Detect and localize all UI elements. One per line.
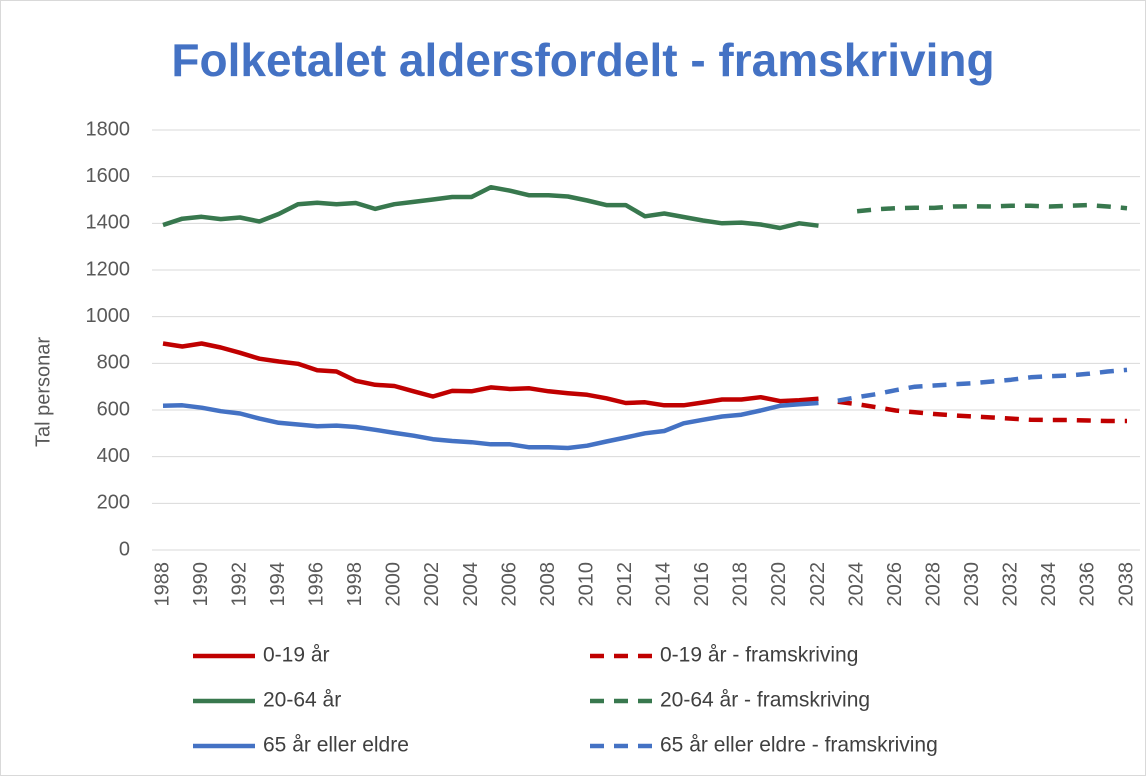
legend-label: 20-64 år - framskriving [660,689,870,712]
series-line [162,400,819,451]
x-tick-label: 2024 [845,562,867,607]
series-line [837,399,1127,424]
y-tick-label: 200 [97,492,130,514]
x-tick-label: 2018 [730,562,752,607]
x-tick-label: 2016 [691,562,713,607]
x-tick-label: 1988 [151,562,173,607]
y-tick-label: 1800 [86,118,131,140]
x-tick-label: 1998 [344,562,366,607]
x-tick-label: 2006 [498,562,520,607]
x-tick-label: 1992 [228,562,250,607]
x-tick-label: 1994 [267,562,289,607]
series-line [162,341,819,408]
legend-label: 0-19 år [263,644,330,667]
x-tick-label: 2010 [575,562,597,607]
x-tick-label: 2008 [537,562,559,607]
series-line [837,367,1128,403]
x-tick-label: 2036 [1077,562,1099,607]
x-tick-label: 2004 [460,562,482,607]
legend-label: 65 år eller eldre [263,734,409,757]
y-tick-label: 1400 [86,212,131,234]
x-tick-label: 2020 [768,562,790,607]
legend-label: 0-19 år - framskriving [660,644,858,667]
y-tick-label: 400 [97,445,130,467]
series-line [856,202,1128,214]
x-tick-label: 2034 [1038,562,1060,607]
x-tick-label: 2038 [1115,562,1137,607]
x-tick-label: 2022 [807,562,829,607]
x-tick-label: 2032 [1000,562,1022,607]
x-tick-label: 2014 [653,562,675,607]
y-tick-label: 1600 [86,165,131,187]
x-tick-label: 2000 [383,562,405,607]
y-tick-label: 1000 [86,305,131,327]
y-tick-label: 800 [97,352,130,374]
x-tick-label: 1990 [190,562,212,607]
x-tick-label: 2026 [884,562,906,607]
x-tick-label: 2030 [961,562,983,607]
series-line [162,184,819,231]
y-tick-label: 1200 [86,258,131,280]
legend-label: 65 år eller eldre - framskriving [660,734,938,757]
legend-label: 20-64 år [263,689,341,712]
y-tick-label: 600 [97,398,130,420]
chart-title: Folketalet aldersfordelt - framskriving [171,34,994,86]
x-tick-label: 1996 [306,562,328,607]
x-tick-label: 2012 [614,562,636,607]
x-tick-label: 2002 [421,562,443,607]
x-tick-label: 2028 [922,562,944,607]
y-tick-label: 0 [119,538,130,560]
y-axis-label: Tal personar [32,337,54,447]
